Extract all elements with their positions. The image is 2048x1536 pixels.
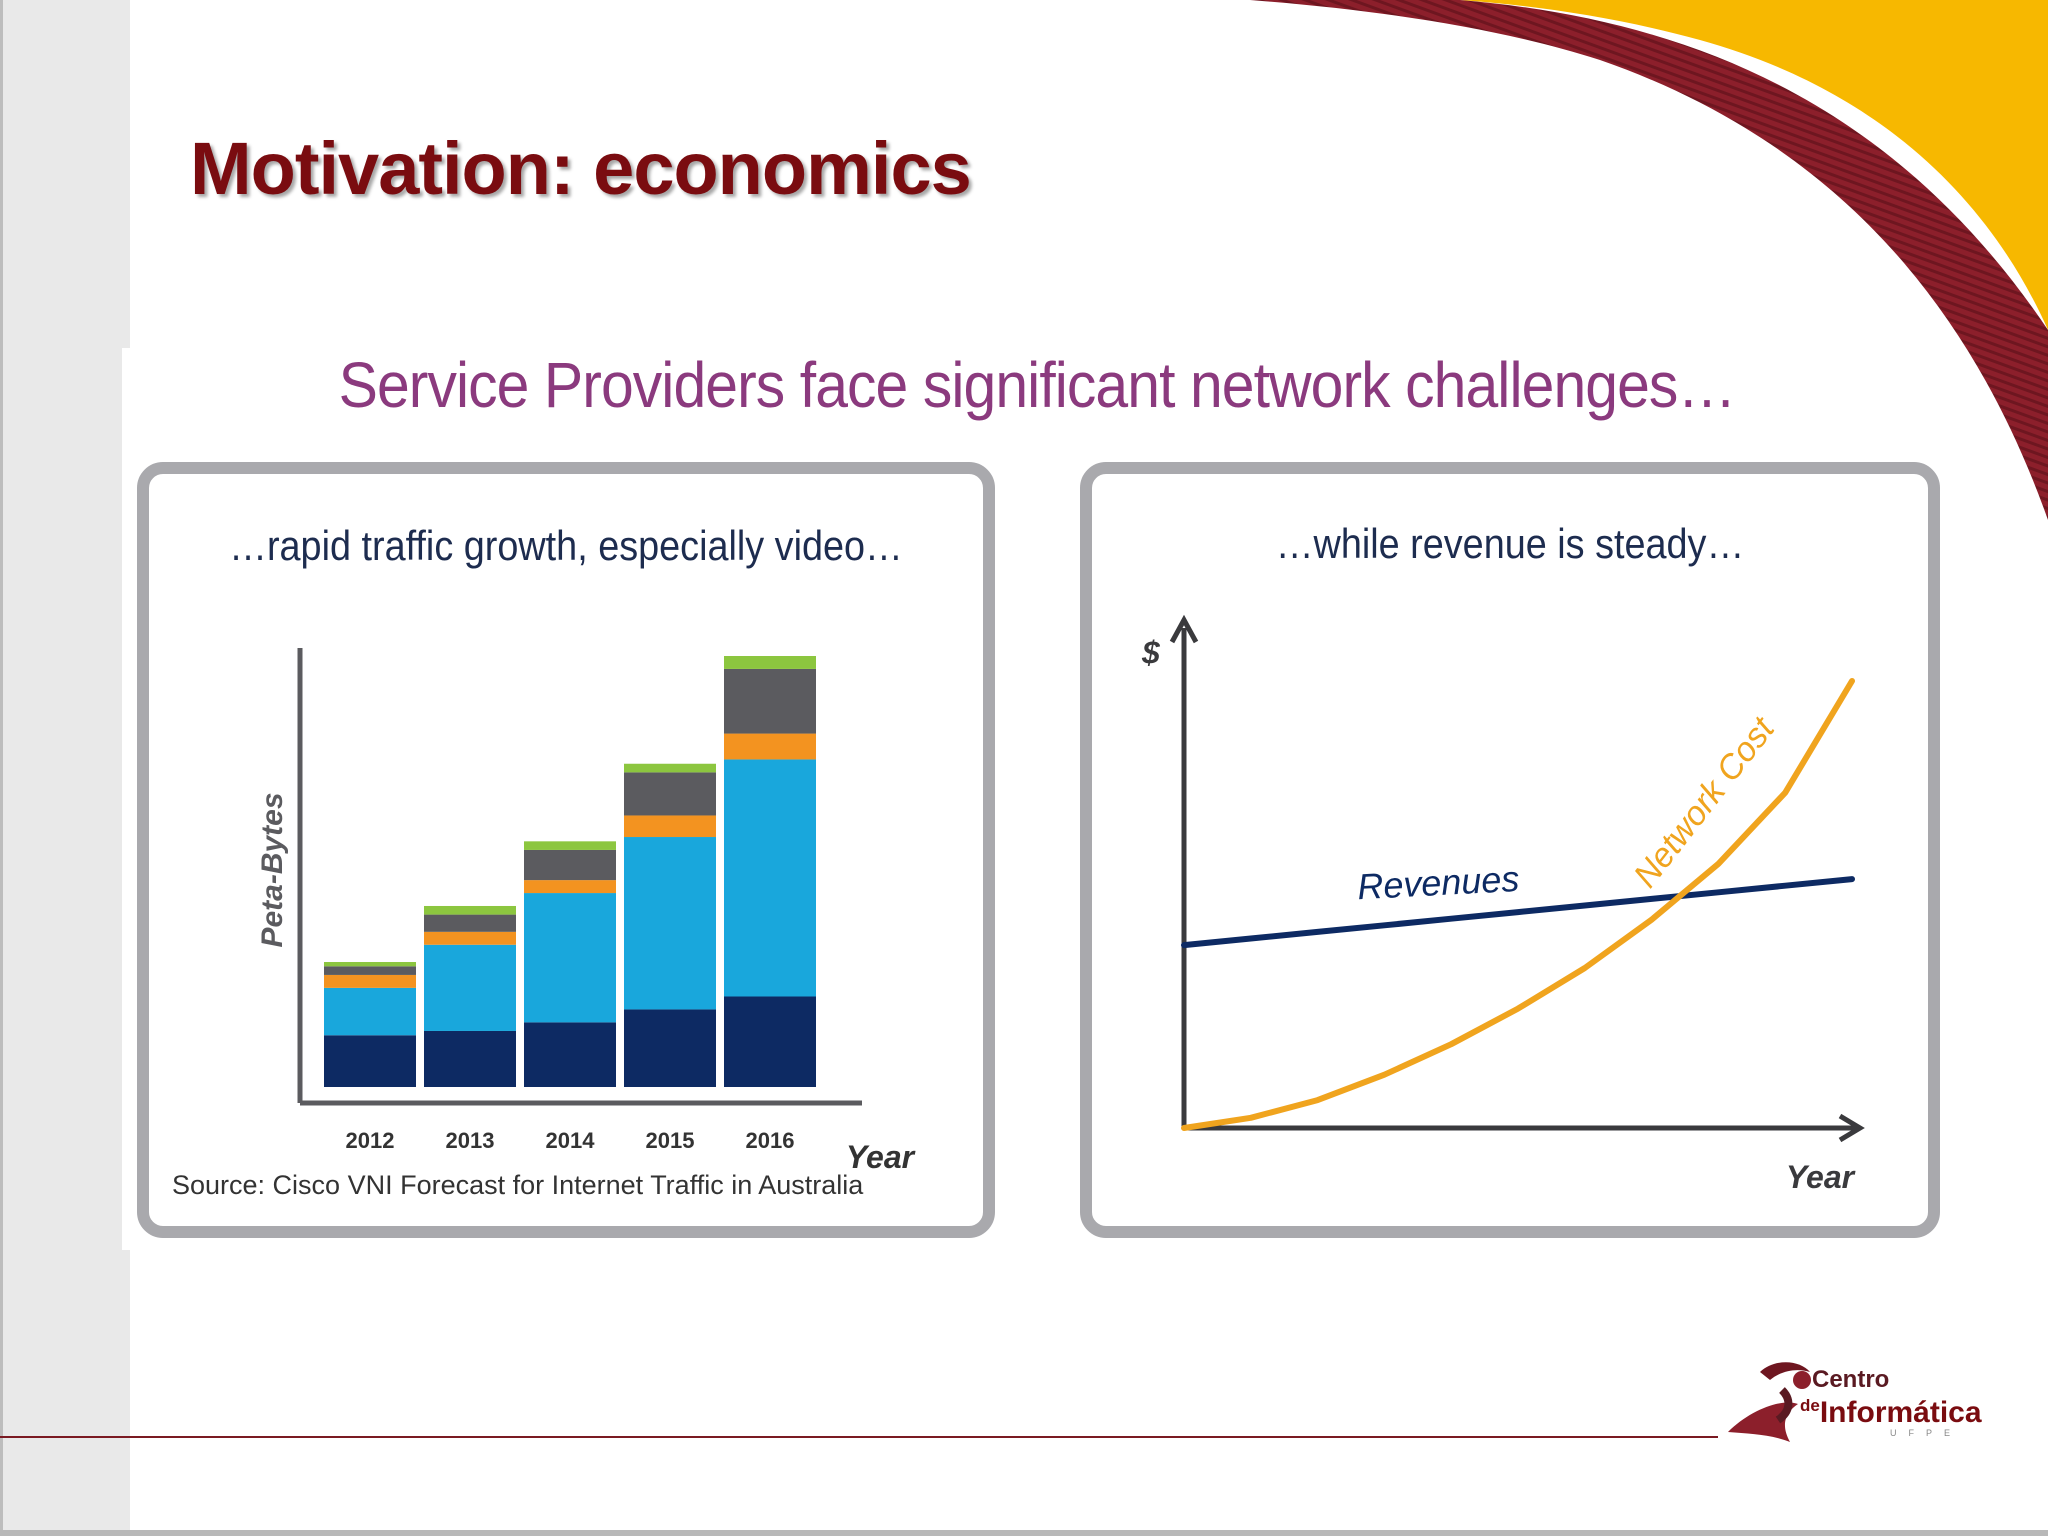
bar-segment (524, 893, 616, 1023)
bar-segment (724, 996, 816, 1087)
bar-segment (624, 837, 716, 1010)
logo-text-ufpe: UFPE (1890, 1428, 1963, 1438)
bar-segment (524, 1022, 616, 1087)
network-cost-series-label: Network Cost (1626, 709, 1783, 894)
bar-segment (624, 815, 716, 838)
traffic-panel-title: …rapid traffic growth, especially video… (229, 522, 903, 569)
bar-y-axis-label: Peta-Bytes (256, 792, 289, 947)
x-tick-label: 2014 (546, 1128, 596, 1153)
bar-segment (324, 966, 416, 975)
line-x-axis-label: Year (1786, 1159, 1856, 1195)
bar-segment (324, 1035, 416, 1087)
logo-text-informatica: deInformática (1800, 1396, 1982, 1430)
bar-x-axis-label: Year (846, 1139, 916, 1175)
bar-segment (424, 905, 516, 915)
bar-segment (624, 763, 716, 773)
x-tick-label: 2013 (446, 1128, 495, 1153)
centro-de-informatica-logo-icon (1728, 1362, 1811, 1442)
gold-swoosh (1460, 0, 2048, 330)
bar-segment (524, 849, 616, 881)
bar-segment (724, 668, 816, 734)
logo-text-informatica-word: Informática (1819, 1396, 1982, 1429)
bar-segment (324, 974, 416, 988)
network-cost-line (1181, 678, 1855, 1131)
bottom-rule (0, 1436, 1718, 1438)
revenue-panel: …while revenue is steady… (1080, 462, 1940, 1238)
bar-segment (324, 962, 416, 967)
x-axis-arrow-icon (1838, 1113, 1865, 1143)
logo-text-centro: Centro (1812, 1366, 1890, 1393)
bar-segment (724, 733, 816, 760)
bar-segment (424, 1030, 516, 1087)
bar-segment (724, 656, 816, 669)
x-tick-label: 2015 (646, 1128, 695, 1153)
bar-segment (524, 880, 616, 894)
x-tick-label: 2016 (746, 1128, 795, 1153)
bar-segment (424, 944, 516, 1031)
line-y-axis-label: $ (1141, 635, 1161, 671)
bar-segment (424, 914, 516, 932)
bar-segment (624, 1009, 716, 1087)
revenues-line (1181, 876, 1855, 949)
slide-title: Motivation: economics (190, 127, 972, 210)
bottom-edge (0, 1530, 2048, 1536)
chart-source-note: Source: Cisco VNI Forecast for Internet … (172, 1170, 864, 1200)
bar-segment (524, 841, 616, 850)
bar-segment (324, 987, 416, 1036)
left-margin-band (0, 0, 130, 1536)
left-edge-line (0, 0, 3, 1536)
bar-segment (424, 931, 516, 945)
bar-segment (724, 759, 816, 997)
revenue-panel-title: …while revenue is steady… (1275, 520, 1745, 567)
logo-text-de: de (1800, 1396, 1820, 1415)
maroon-swoosh (1250, 0, 2048, 520)
headline: Service Providers face significant netwo… (338, 349, 1737, 421)
y-axis-arrow-icon (1169, 614, 1199, 644)
x-tick-label: 2012 (346, 1128, 395, 1153)
bar-segment (624, 772, 716, 816)
revenues-series-label: Revenues (1356, 858, 1520, 907)
